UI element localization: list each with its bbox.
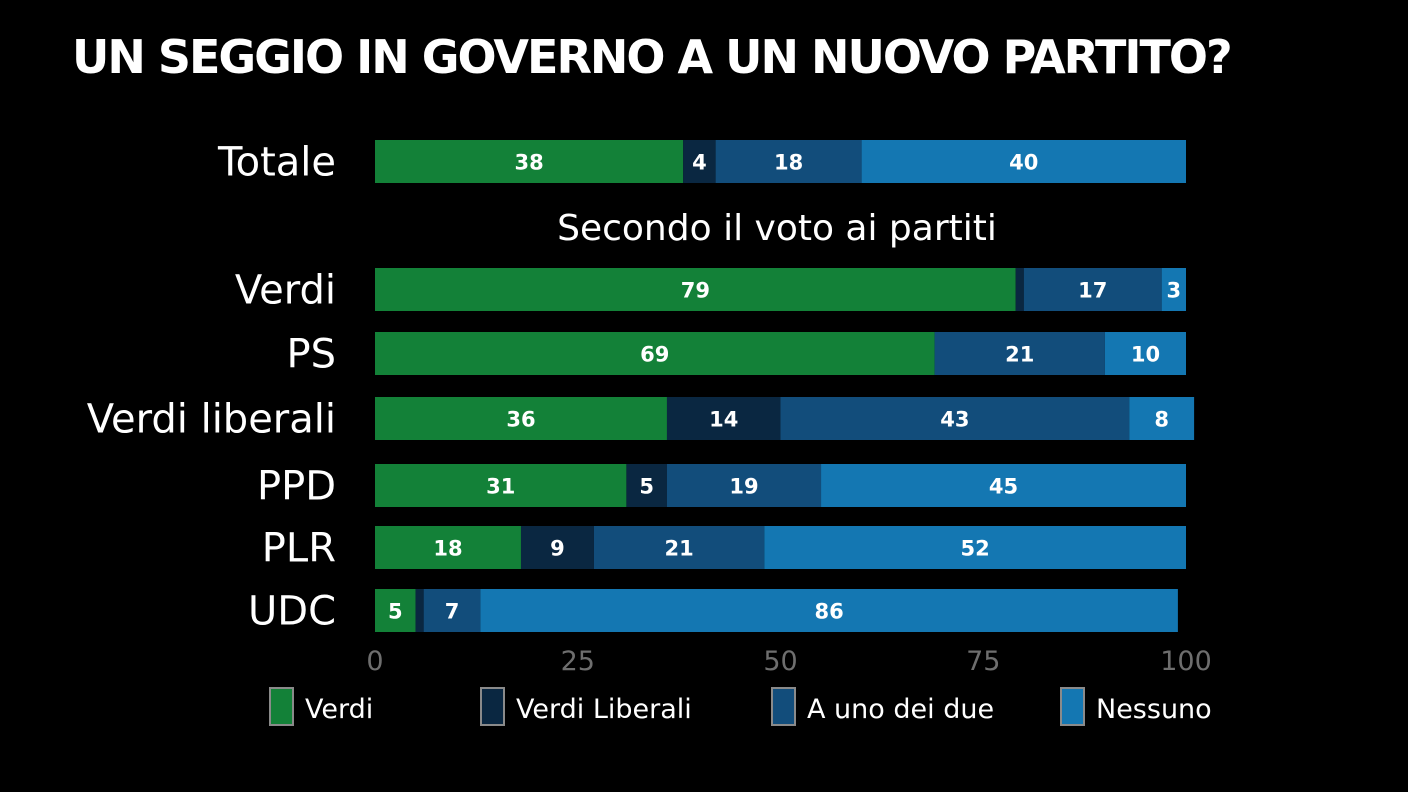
bar-segment-ps-verdi — [375, 332, 935, 375]
category-label-ppd: PPD — [257, 464, 336, 510]
data-label-ppd-a-uno-dei-due: 19 — [729, 475, 758, 499]
x-tick-label-50: 50 — [763, 646, 797, 677]
bar-segment-ps-nessuno — [1104, 332, 1186, 375]
bar-segment-verdi-liberali-a-uno-dei-due — [780, 397, 1130, 440]
bar-segment-totale-verdi-liberali — [683, 140, 716, 183]
legend-swatch-verdi-liberali — [480, 687, 505, 726]
x-tick-label-0: 0 — [366, 646, 383, 677]
data-label-ppd-verdi: 31 — [486, 475, 515, 499]
data-label-plr-a-uno-dei-due: 21 — [665, 537, 694, 561]
data-label-totale-a-uno-dei-due: 18 — [774, 151, 803, 175]
category-label-verdi: Verdi — [235, 268, 336, 314]
legend-label-verdi-liberali: Verdi Liberali — [516, 694, 692, 725]
data-label-verdi-liberali-a-uno-dei-due: 43 — [940, 408, 969, 432]
legend-label-nessuno: Nessuno — [1096, 694, 1212, 725]
bar-segment-verdi-liberali-verdi-liberali — [666, 397, 781, 440]
bar-segment-udc-a-uno-dei-due — [423, 589, 481, 632]
legend-label-verdi: Verdi — [305, 694, 373, 725]
data-label-totale-verdi-liberali: 4 — [692, 151, 707, 175]
category-label-ps: PS — [286, 332, 336, 378]
x-tick-label-100: 100 — [1160, 646, 1212, 677]
data-label-verdi-liberali-verdi-liberali: 14 — [709, 408, 738, 432]
bar-segment-ppd-a-uno-dei-due — [666, 464, 822, 507]
data-label-totale-verdi: 38 — [514, 151, 543, 175]
category-label-verdi-liberali: Verdi liberali — [87, 397, 336, 443]
bar-segment-plr-nessuno — [764, 526, 1186, 569]
bar-segment-verdi-a-uno-dei-due — [1023, 268, 1162, 311]
bar-segment-totale-a-uno-dei-due — [715, 140, 862, 183]
bar-segment-totale-nessuno — [861, 140, 1186, 183]
bar-segment-ppd-verdi — [375, 464, 627, 507]
bar-segment-udc-nessuno — [480, 589, 1178, 632]
chart-subtitle: Secondo il voto ai partiti — [557, 208, 997, 249]
bar-segment-verdi-nessuno — [1161, 268, 1186, 311]
data-label-plr-nessuno: 52 — [961, 537, 990, 561]
legend-swatch-verdi — [269, 687, 294, 726]
bar-segment-udc-verdi — [375, 589, 416, 632]
data-label-verdi-a-uno-dei-due: 17 — [1078, 279, 1107, 303]
legend-swatch-nessuno — [1060, 687, 1085, 726]
bar-segment-udc-verdi-liberali — [415, 589, 424, 632]
data-label-ps-nessuno: 10 — [1131, 343, 1160, 367]
data-label-udc-nessuno: 86 — [815, 600, 844, 624]
x-tick-label-25: 25 — [561, 646, 595, 677]
bar-segment-ppd-nessuno — [821, 464, 1186, 507]
data-label-totale-nessuno: 40 — [1009, 151, 1038, 175]
data-label-udc-verdi: 5 — [388, 600, 403, 624]
legend-label-a-uno-dei-due: A uno dei due — [807, 694, 994, 725]
category-label-totale: Totale — [217, 140, 336, 186]
bar-segment-plr-verdi-liberali — [520, 526, 594, 569]
data-label-verdi-nessuno: 3 — [1167, 279, 1182, 303]
category-label-plr: PLR — [262, 526, 336, 572]
data-label-verdi-liberali-verdi: 36 — [506, 408, 535, 432]
data-label-ppd-verdi-liberali: 5 — [639, 475, 654, 499]
bar-segment-plr-verdi — [375, 526, 521, 569]
bar-segment-verdi-verdi-liberali — [1015, 268, 1024, 311]
chart-title: UN SEGGIO IN GOVERNO A UN NUOVO PARTITO? — [72, 30, 1233, 84]
bar-segment-totale-verdi — [375, 140, 684, 183]
bar-segment-ps-a-uno-dei-due — [934, 332, 1105, 375]
bar-segment-verdi-liberali-nessuno — [1129, 397, 1195, 440]
bar-segment-verdi-liberali-verdi — [375, 397, 667, 440]
data-label-plr-verdi: 18 — [433, 537, 462, 561]
data-label-verdi-verdi: 79 — [681, 279, 710, 303]
data-label-ps-verdi: 69 — [640, 343, 669, 367]
data-label-ppd-nessuno: 45 — [989, 475, 1018, 499]
data-label-plr-verdi-liberali: 9 — [550, 537, 565, 561]
bar-segment-plr-a-uno-dei-due — [593, 526, 765, 569]
bar-segment-ppd-verdi-liberali — [626, 464, 667, 507]
category-label-udc: UDC — [248, 589, 336, 635]
legend-swatch-a-uno-dei-due — [771, 687, 796, 726]
data-label-udc-a-uno-dei-due: 7 — [445, 600, 460, 624]
data-label-verdi-liberali-nessuno: 8 — [1154, 408, 1169, 432]
bar-segment-verdi-verdi — [375, 268, 1016, 311]
x-tick-label-75: 75 — [966, 646, 1000, 677]
data-label-ps-a-uno-dei-due: 21 — [1005, 343, 1034, 367]
